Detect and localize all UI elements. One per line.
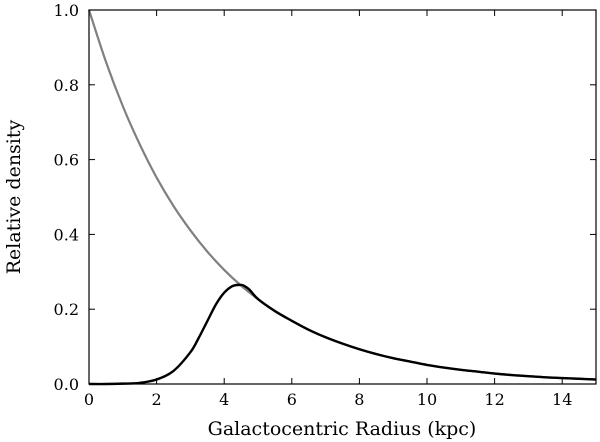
x-axis-label: Galactocentric Radius (kpc): [208, 418, 477, 440]
y-tick-label: 0.8: [54, 76, 79, 95]
x-tick-label: 10: [417, 390, 437, 409]
series-line-2: [88, 283, 597, 386]
y-tick-label: 0.6: [54, 151, 79, 170]
series-layer: [87, 9, 597, 386]
x-tick-label: 6: [287, 390, 297, 409]
x-tick-label: 0: [84, 390, 94, 409]
x-tick-label: 14: [552, 390, 572, 409]
plot-frame: [88, 9, 597, 385]
x-tick-label: 4: [219, 390, 229, 409]
x-tick-label: 2: [152, 390, 162, 409]
y-tick-label: 1.0: [54, 1, 79, 20]
y-tick-label: 0.0: [54, 375, 79, 394]
ticks-layer: 0 2 4 6 8 10 12 14 0.0 0.2 0.4 0.6 0.8 1.0: [54, 1, 596, 409]
y-tick-label: 0.4: [54, 225, 79, 244]
y-tick-label: 0.2: [54, 300, 79, 319]
x-tick-label: 12: [484, 390, 504, 409]
x-tick-label: 8: [354, 390, 364, 409]
y-axis-label: Relative density: [3, 119, 25, 274]
